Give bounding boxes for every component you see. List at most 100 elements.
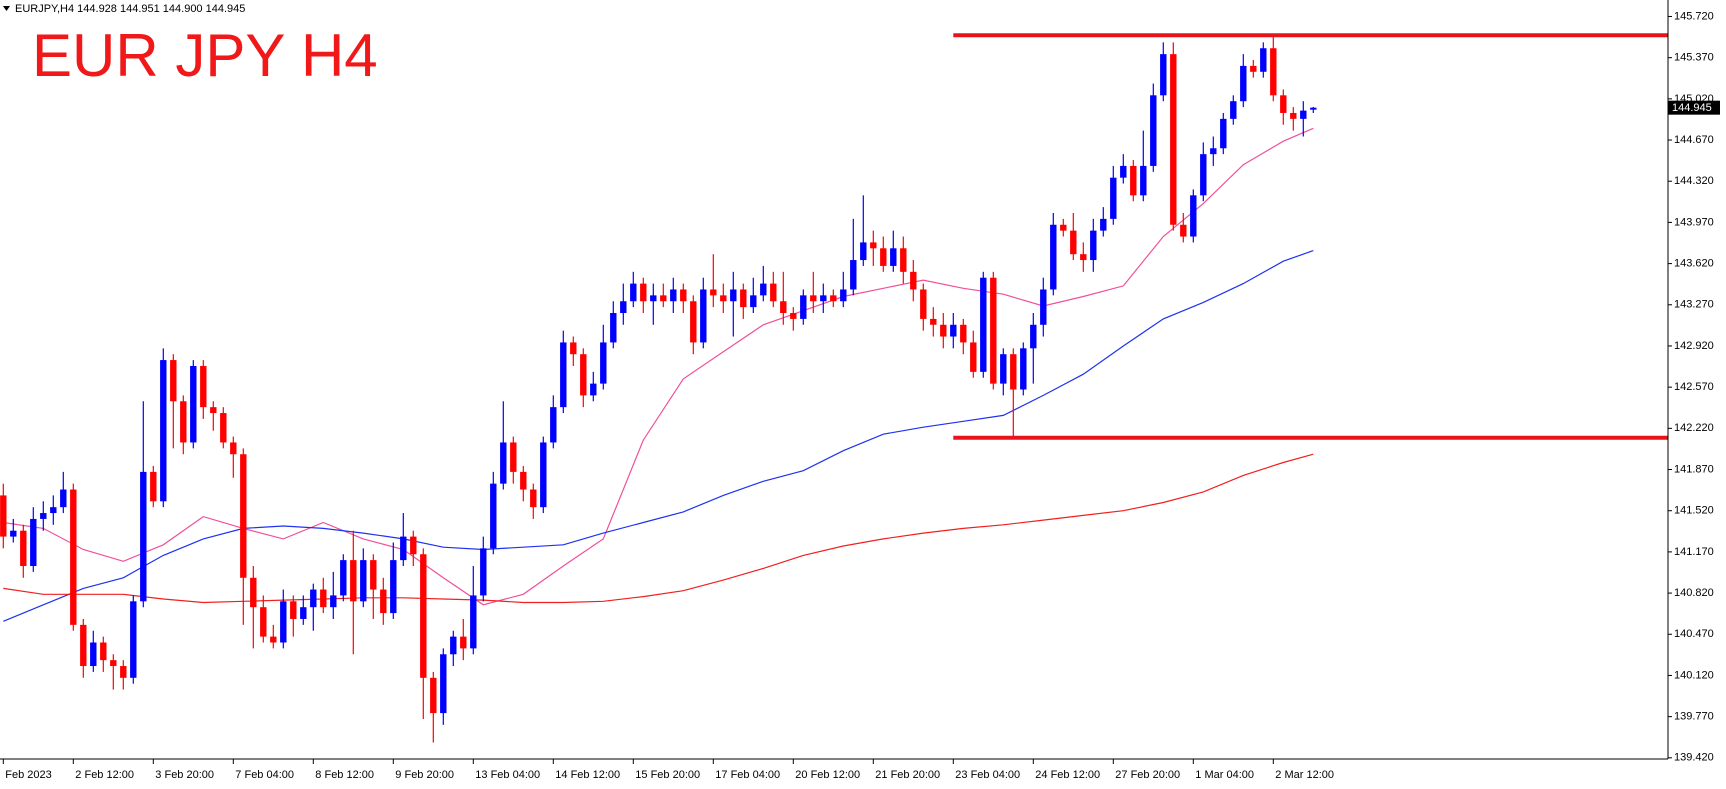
candle-body: [380, 589, 387, 614]
candle-body: [800, 295, 807, 319]
candle-body: [1160, 54, 1167, 96]
candle-body: [240, 454, 247, 578]
candle-body: [230, 442, 237, 455]
candle-body: [920, 289, 927, 319]
candle-body: [370, 560, 377, 590]
menu-triangle[interactable]: [3, 6, 10, 11]
candle-body: [260, 607, 267, 637]
candle-body: [1190, 195, 1197, 237]
candle-body: [220, 413, 227, 443]
y-tick-label: 144.320: [1674, 175, 1714, 187]
x-tick-label: 9 Feb 20:00: [395, 769, 454, 781]
moving-average-line: [3, 453, 1314, 604]
candle-body: [410, 536, 417, 555]
candle-body: [830, 295, 837, 302]
candle-body: [780, 301, 787, 314]
candle-body: [1290, 112, 1297, 119]
candle-body: [460, 636, 467, 649]
candle-body: [1270, 48, 1277, 96]
x-tick-label: 27 Feb 20:00: [1115, 769, 1180, 781]
candle-body: [880, 248, 887, 266]
x-tick-label: 7 Feb 04:00: [235, 769, 294, 781]
candle-body: [530, 489, 537, 508]
chart-title: EUR JPY H4: [32, 22, 378, 89]
y-tick-label: 145.720: [1674, 10, 1714, 22]
candle-body: [170, 360, 177, 402]
candle-body: [30, 518, 37, 567]
candle-body: [1180, 224, 1187, 237]
y-tick-label: 141.170: [1674, 546, 1714, 558]
candle-body: [670, 289, 677, 302]
y-tick-label: 141.520: [1674, 505, 1714, 517]
candle-body: [1060, 224, 1067, 231]
x-tick-label: 8 Feb 12:00: [315, 769, 374, 781]
x-tick-label: 17 Feb 04:00: [715, 769, 780, 781]
candle-body: [1240, 65, 1247, 102]
candle-body: [710, 289, 717, 296]
candle-body: [350, 560, 357, 602]
moving-average-line: [3, 127, 1314, 606]
candle-body: [1140, 165, 1147, 196]
candle-body: [360, 560, 367, 602]
candle-body: [1100, 218, 1107, 231]
y-tick-label: 139.420: [1674, 752, 1714, 764]
candle-body: [660, 295, 667, 302]
candles: [0, 34, 1317, 743]
candle-body: [210, 407, 217, 414]
candle-body: [840, 289, 847, 302]
x-tick-label: 14 Feb 12:00: [555, 769, 620, 781]
candle-body: [430, 677, 437, 714]
y-tick-label: 140.470: [1674, 628, 1714, 640]
candle-body: [20, 530, 27, 567]
candle-body: [150, 471, 157, 502]
candle-body: [930, 318, 937, 325]
candle-body: [720, 295, 727, 302]
candle-body: [1000, 354, 1007, 384]
y-tick-label: 140.120: [1674, 669, 1714, 681]
candle-body: [1050, 224, 1057, 290]
candle-body: [480, 548, 487, 596]
candle-body: [1260, 48, 1267, 72]
candle-body: [1040, 289, 1047, 325]
candle-body: [630, 283, 637, 302]
current-price-label: 144.945: [1672, 102, 1712, 114]
y-tick-label: 139.770: [1674, 711, 1714, 723]
candle-body: [1030, 324, 1037, 349]
candle-body: [1230, 101, 1237, 119]
candle-body: [470, 595, 477, 649]
y-tick-label: 144.670: [1674, 134, 1714, 146]
candle-body: [1200, 154, 1207, 196]
candle-body: [1150, 95, 1157, 166]
candle-body: [560, 342, 567, 408]
x-tick-label: 3 Feb 20:00: [155, 769, 214, 781]
candle-body: [1080, 254, 1087, 261]
candle-body: [860, 242, 867, 261]
candle-body: [740, 289, 747, 308]
candle-body: [130, 601, 137, 678]
candle-body: [450, 636, 457, 655]
candle-body: [100, 642, 107, 661]
x-tick-label: 15 Feb 20:00: [635, 769, 700, 781]
candle-body: [850, 260, 857, 290]
candle-body: [190, 365, 197, 443]
candle-body: [1220, 118, 1227, 149]
y-tick-label: 142.570: [1674, 381, 1714, 393]
candle-body: [320, 589, 327, 608]
current-price-box: [1668, 100, 1720, 115]
candle-body: [790, 313, 797, 319]
candle-body: [520, 471, 527, 490]
candle-body: [770, 283, 777, 302]
candle-body: [820, 295, 827, 302]
candle-body: [610, 313, 617, 343]
candle-body: [570, 342, 577, 355]
candle-body: [250, 577, 257, 608]
candle-body: [0, 495, 7, 537]
candle-body: [900, 248, 907, 272]
candle-body: [330, 595, 337, 608]
candle-body: [390, 560, 397, 614]
candle-body: [990, 277, 997, 384]
levels: [953, 33, 1668, 440]
candle-body: [180, 401, 187, 443]
